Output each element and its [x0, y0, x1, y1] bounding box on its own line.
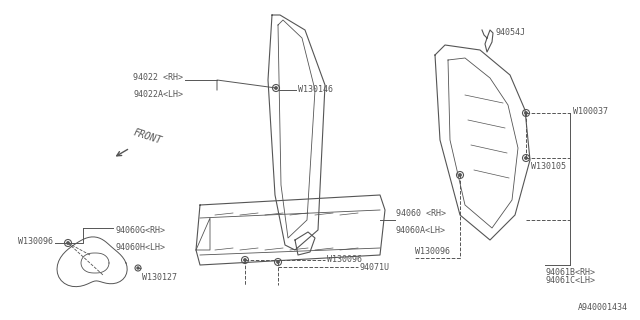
- Text: W100037: W100037: [573, 107, 608, 116]
- Text: W130146: W130146: [298, 85, 333, 94]
- Circle shape: [244, 259, 246, 261]
- Text: W130096: W130096: [415, 247, 450, 256]
- Circle shape: [459, 174, 461, 176]
- Text: 94071U: 94071U: [360, 262, 390, 271]
- Text: W130127: W130127: [142, 273, 177, 282]
- Text: W130096: W130096: [327, 255, 362, 265]
- Text: 94061C<LH>: 94061C<LH>: [545, 276, 595, 285]
- Circle shape: [525, 112, 527, 114]
- Text: 94060H<LH>: 94060H<LH>: [115, 243, 165, 252]
- Circle shape: [275, 87, 277, 89]
- Text: 94060 <RH>: 94060 <RH>: [396, 209, 446, 218]
- Text: 94022A<LH>: 94022A<LH>: [133, 90, 183, 99]
- Text: 94054J: 94054J: [496, 28, 526, 37]
- Text: 94061B<RH>: 94061B<RH>: [545, 268, 595, 277]
- Text: A940001434: A940001434: [578, 303, 628, 312]
- Circle shape: [277, 261, 279, 263]
- Text: 94022 <RH>: 94022 <RH>: [133, 73, 183, 82]
- Text: W130105: W130105: [531, 162, 566, 171]
- Circle shape: [525, 157, 527, 159]
- Circle shape: [137, 267, 139, 269]
- Text: 94060G<RH>: 94060G<RH>: [115, 226, 165, 235]
- Circle shape: [67, 242, 69, 244]
- Text: FRONT: FRONT: [132, 127, 163, 146]
- Text: 94060A<LH>: 94060A<LH>: [396, 226, 446, 235]
- Text: W130096: W130096: [18, 237, 53, 246]
